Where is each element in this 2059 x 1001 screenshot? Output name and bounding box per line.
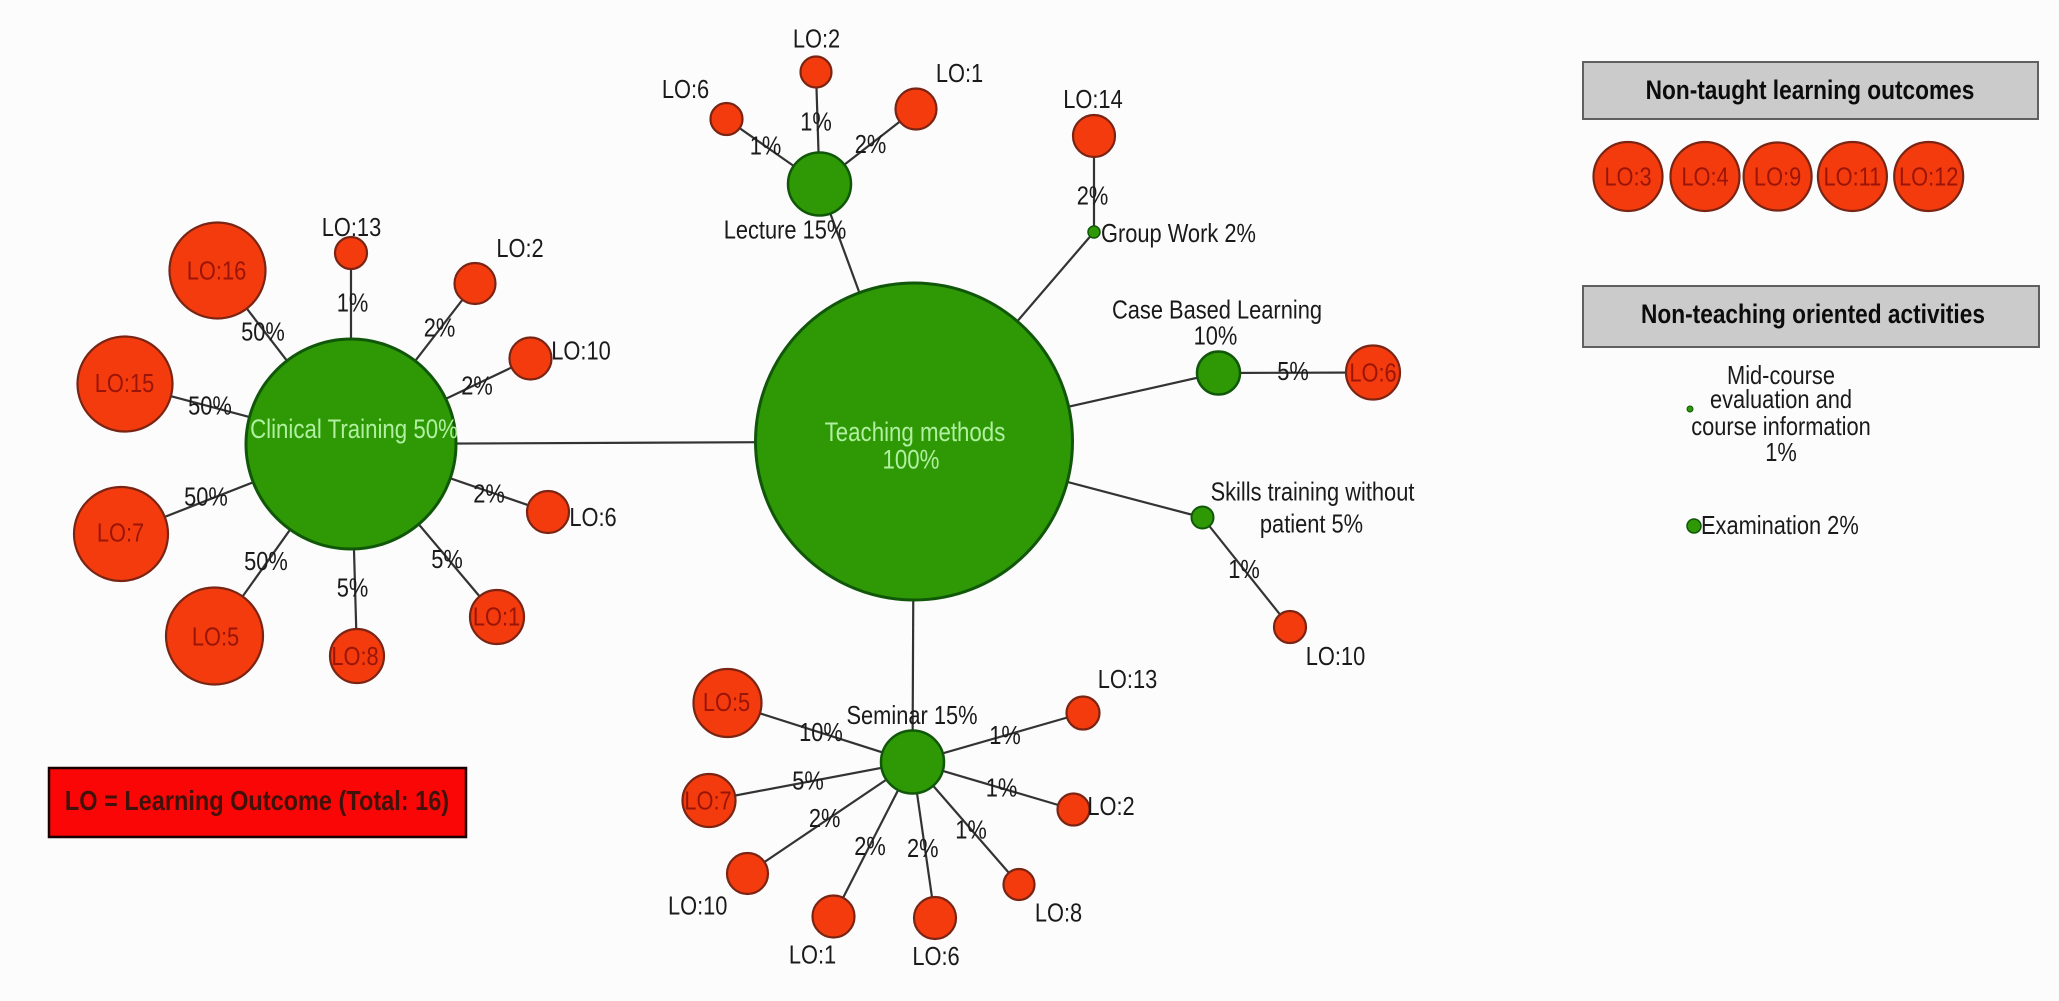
svg-text:LO = Learning Outcome (Total:: LO = Learning Outcome (Total: 16) (65, 786, 449, 816)
svg-text:LO:10: LO:10 (1306, 642, 1365, 671)
svg-text:2%: 2% (461, 372, 493, 401)
svg-text:evaluation and: evaluation and (1710, 385, 1852, 414)
svg-text:LO:9: LO:9 (1754, 163, 1801, 192)
svg-text:LO:1: LO:1 (936, 59, 983, 88)
svg-text:Examination 2%: Examination 2% (1701, 511, 1859, 540)
svg-text:1%: 1% (750, 132, 782, 161)
svg-text:10%: 10% (1194, 322, 1238, 351)
svg-text:Non-teaching oriented activiti: Non-teaching oriented activities (1641, 299, 1985, 329)
svg-text:LO:6: LO:6 (662, 75, 709, 104)
svg-text:1%: 1% (955, 816, 987, 845)
svg-text:Clinical Training 50%: Clinical Training 50% (250, 415, 458, 444)
svg-text:1%: 1% (986, 774, 1018, 803)
svg-text:Teaching methods: Teaching methods (825, 418, 1006, 447)
svg-text:50%: 50% (244, 547, 288, 576)
svg-text:5%: 5% (792, 767, 824, 796)
svg-text:2%: 2% (424, 314, 456, 343)
svg-text:LO:1: LO:1 (473, 603, 520, 632)
svg-text:100%: 100% (883, 446, 940, 475)
svg-text:1%: 1% (800, 108, 832, 137)
svg-text:1%: 1% (337, 289, 369, 318)
svg-text:5%: 5% (337, 574, 369, 603)
svg-text:2%: 2% (1077, 182, 1109, 211)
svg-text:LO:5: LO:5 (192, 623, 239, 652)
svg-text:LO:15: LO:15 (95, 369, 154, 398)
svg-text:10%: 10% (799, 718, 843, 747)
svg-text:1%: 1% (989, 721, 1021, 750)
svg-text:Mid-course: Mid-course (1727, 361, 1835, 390)
svg-text:1%: 1% (1228, 555, 1260, 584)
svg-text:Case Based Learning: Case Based Learning (1112, 296, 1322, 325)
svg-text:50%: 50% (241, 318, 285, 347)
svg-text:50%: 50% (184, 483, 228, 512)
svg-text:Group Work 2%: Group Work 2% (1101, 219, 1256, 248)
svg-text:2%: 2% (473, 480, 505, 509)
svg-text:2%: 2% (854, 832, 886, 861)
svg-text:LO:10: LO:10 (668, 892, 727, 921)
svg-text:LO:14: LO:14 (1063, 85, 1122, 114)
svg-text:2%: 2% (855, 130, 887, 159)
svg-text:5%: 5% (431, 545, 463, 574)
svg-text:LO:12: LO:12 (1899, 163, 1958, 192)
svg-text:5%: 5% (1277, 357, 1309, 386)
svg-text:1%: 1% (1765, 438, 1797, 467)
svg-text:LO:16: LO:16 (187, 257, 246, 286)
svg-text:LO:1: LO:1 (789, 941, 836, 970)
svg-text:Non-taught learning outcomes: Non-taught learning outcomes (1646, 75, 1975, 105)
svg-text:Lecture 15%: Lecture 15% (724, 216, 847, 245)
svg-text:LO:6: LO:6 (569, 503, 616, 532)
svg-text:LO:7: LO:7 (97, 519, 144, 548)
svg-text:Skills training without: Skills training without (1211, 478, 1415, 507)
svg-text:LO:13: LO:13 (1098, 665, 1157, 694)
svg-text:2%: 2% (907, 834, 939, 863)
svg-text:50%: 50% (188, 392, 232, 421)
svg-text:LO:7: LO:7 (684, 787, 731, 816)
svg-text:LO:3: LO:3 (1604, 163, 1651, 192)
svg-text:LO:5: LO:5 (703, 688, 750, 717)
svg-text:LO:10: LO:10 (551, 337, 610, 366)
svg-text:patient 5%: patient 5% (1260, 510, 1363, 539)
svg-text:LO:6: LO:6 (1349, 359, 1396, 388)
svg-text:LO:8: LO:8 (1035, 899, 1082, 928)
svg-text:Seminar 15%: Seminar 15% (846, 701, 977, 730)
svg-text:LO:13: LO:13 (322, 213, 381, 242)
svg-text:LO:6: LO:6 (912, 942, 959, 971)
svg-text:LO:4: LO:4 (1681, 163, 1728, 192)
svg-text:LO:8: LO:8 (331, 642, 378, 671)
svg-text:course information: course information (1691, 412, 1871, 441)
svg-text:LO:2: LO:2 (793, 25, 840, 54)
svg-text:2%: 2% (809, 804, 841, 833)
svg-text:LO:2: LO:2 (496, 234, 543, 263)
svg-text:LO:11: LO:11 (1823, 163, 1881, 192)
svg-text:LO:2: LO:2 (1087, 792, 1134, 821)
